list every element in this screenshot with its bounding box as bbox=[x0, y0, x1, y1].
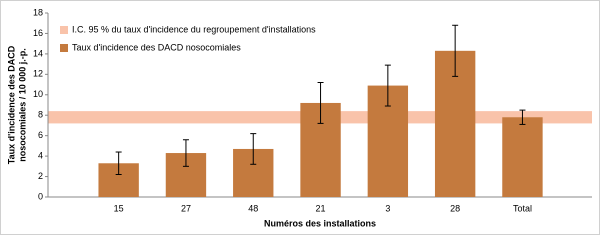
y-tick-label: 18 bbox=[33, 7, 43, 17]
error-bar bbox=[452, 24, 459, 77]
legend-swatch bbox=[60, 26, 68, 34]
y-tick-label: 0 bbox=[38, 191, 43, 201]
legend-label: I.C. 95 % du taux d'incidence du regroup… bbox=[72, 24, 316, 34]
y-axis-title: Taux d'incidence des DACD nosocomiales /… bbox=[6, 45, 27, 164]
x-tick-label: 48 bbox=[248, 203, 258, 213]
error-bar bbox=[250, 133, 257, 165]
y-tick-label: 4 bbox=[38, 150, 43, 160]
x-tick-label: Total bbox=[513, 203, 532, 213]
error-bar bbox=[182, 139, 189, 167]
error-bar bbox=[384, 64, 391, 107]
error-bar bbox=[317, 82, 324, 124]
legend-label: Taux d'incidence des DACD nosocomiales bbox=[72, 42, 241, 52]
x-axis-title: Numéros des installations bbox=[264, 218, 376, 228]
y-tick-label: 2 bbox=[38, 171, 43, 181]
x-tick-label: 15 bbox=[114, 203, 124, 213]
y-tick-label: 6 bbox=[38, 130, 43, 140]
y-tick-label: 8 bbox=[38, 110, 43, 120]
y-axis-title-line: Taux d'incidence des DACD bbox=[6, 45, 16, 164]
y-tick-label: 14 bbox=[33, 48, 43, 58]
legend-swatch bbox=[60, 44, 68, 52]
y-tick-label: 12 bbox=[33, 69, 43, 79]
x-tick-label: 28 bbox=[450, 203, 460, 213]
x-tick-label: 21 bbox=[316, 203, 326, 213]
y-tick-label: 16 bbox=[33, 28, 43, 38]
x-tick-label: 3 bbox=[385, 203, 390, 213]
bar bbox=[502, 117, 543, 197]
y-tick-label: 10 bbox=[33, 89, 43, 99]
x-tick-label: 27 bbox=[181, 203, 191, 213]
y-axis-title-line: nosocomiales / 10 000 j.-p. bbox=[17, 48, 27, 162]
error-bar bbox=[519, 109, 526, 125]
chart: Numéros des installations Taux d'inciden… bbox=[0, 0, 600, 235]
error-bar bbox=[115, 151, 122, 176]
